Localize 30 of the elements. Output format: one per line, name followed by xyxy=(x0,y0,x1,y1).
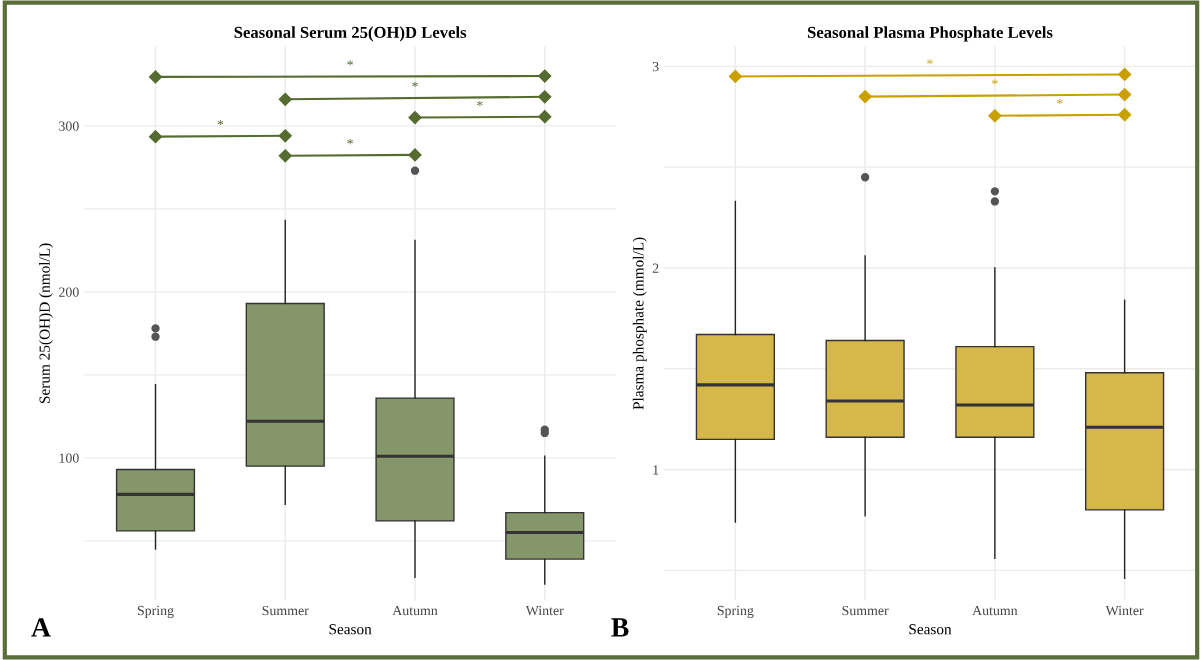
x-tick-label: Winter xyxy=(1105,605,1144,616)
y-axis-title: Serum 25(OH)D (nmol/L) xyxy=(39,243,53,403)
x-tick-label: Spring xyxy=(137,605,174,619)
text: B xyxy=(611,618,629,637)
annotation: * xyxy=(1056,99,1063,105)
y-tick-label: 100 xyxy=(59,453,79,463)
y-tick-label: 200 xyxy=(59,287,79,297)
x-tick-label: Summer xyxy=(842,605,889,616)
chart-title: Seasonal Plasma Phosphate Levels xyxy=(807,26,1053,42)
x-tick-label: Summer xyxy=(262,605,309,616)
annotation: * xyxy=(347,60,353,66)
y-tick-label: 3 xyxy=(652,61,659,72)
y-tick-label: 2 xyxy=(652,263,659,273)
x-tick-label: Winter xyxy=(525,605,564,616)
annotation: * xyxy=(477,100,483,107)
x-tick-label: Autumn xyxy=(392,605,438,616)
y-axis-title: Plasma phosphate (mmol/L) xyxy=(632,237,647,410)
annotation: * xyxy=(412,81,418,87)
annotation: * xyxy=(217,120,224,126)
annotation: * xyxy=(927,59,933,65)
y-tick-label: 1 xyxy=(653,465,659,475)
y-tick-label: 300 xyxy=(59,121,79,131)
text: A xyxy=(31,618,51,637)
x-axis-title: Season xyxy=(909,624,952,635)
annotation: * xyxy=(347,139,353,145)
chart-title: Seasonal Serum 25(OH)D Levels xyxy=(234,26,467,42)
annotation: * xyxy=(992,79,998,85)
x-axis-title: Season xyxy=(329,624,372,635)
x-tick-label: Spring xyxy=(717,605,754,619)
x-tick-label: Autumn xyxy=(972,605,1018,616)
